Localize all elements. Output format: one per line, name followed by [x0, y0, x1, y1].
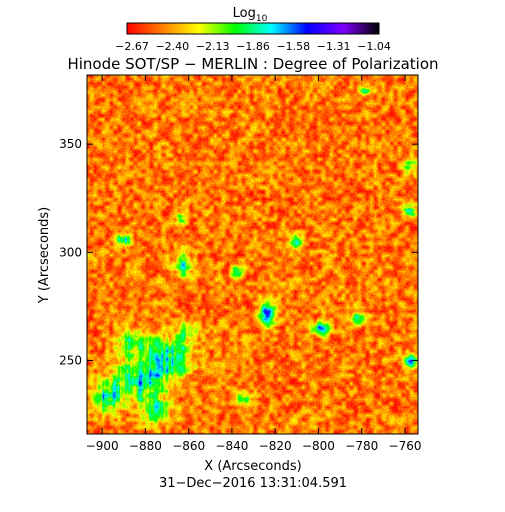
colorbar: Log10 −2.67 −2.40 −2.13 −1.86 −1.58 −1.31 −1.0…	[115, 6, 391, 53]
colorbar-title: Log10	[233, 6, 268, 24]
y-axis: 250 300 350	[59, 137, 418, 367]
y-tick-label: 250	[59, 353, 82, 367]
chart-title: Hinode SOT/SP − MERLIN : Degree of Polar…	[67, 55, 438, 73]
colorbar-tick-label: −1.04	[357, 40, 391, 53]
colorbar-tick-label: −1.58	[276, 40, 310, 53]
heatmap-image	[87, 75, 418, 434]
colorbar-tick-label: −2.13	[196, 40, 230, 53]
plot-frame	[86, 74, 419, 435]
colorbar-tick-label: −1.31	[317, 40, 351, 53]
x-tick-label: −860	[172, 439, 205, 453]
x-tick-label: −880	[129, 439, 162, 453]
x-axis: −900 −880 −860 −840 −820 −800 −780 −760	[86, 75, 422, 453]
timestamp: 31−Dec−2016 13:31:04.591	[159, 476, 347, 491]
y-tick-label: 350	[59, 137, 82, 151]
colorbar-ticks: −2.67 −2.40 −2.13 −1.86 −1.58 −1.31 −1.04	[115, 40, 391, 53]
x-tick-label: −780	[345, 439, 378, 453]
colorbar-tick-label: −2.67	[115, 40, 149, 53]
x-tick-label: −800	[302, 439, 335, 453]
colorbar-strip	[126, 22, 380, 35]
x-axis-label: X (Arcseconds)	[204, 459, 301, 474]
x-tick-label: −840	[215, 439, 248, 453]
colorbar-tick-label: −2.40	[155, 40, 189, 53]
x-tick-label: −760	[389, 439, 422, 453]
x-tick-label: −900	[86, 439, 119, 453]
y-axis-label: Y (Arcseconds)	[37, 207, 52, 304]
colorbar-tick-label: −1.86	[236, 40, 270, 53]
y-tick-label: 300	[59, 245, 82, 259]
plot-area: −900 −880 −860 −840 −820 −800 −780 −760 250 300 3…	[59, 74, 422, 453]
x-tick-label: −820	[259, 439, 292, 453]
